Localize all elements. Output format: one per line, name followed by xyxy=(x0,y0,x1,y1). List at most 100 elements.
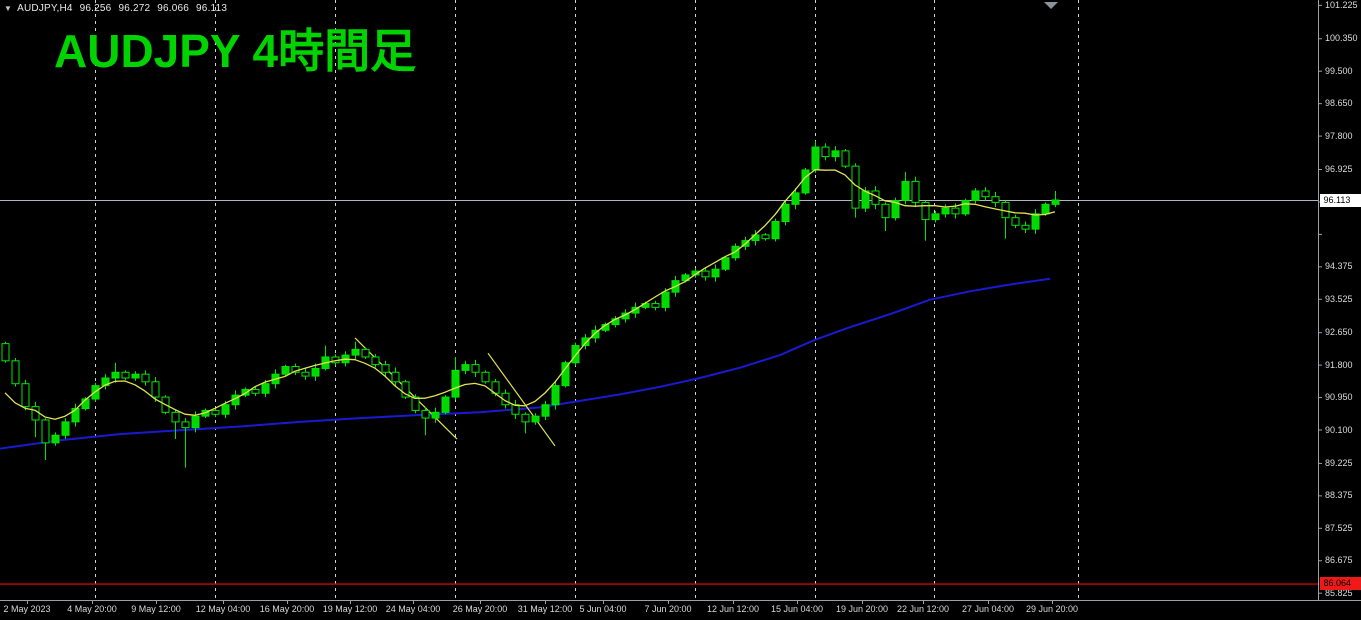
price-axis-label: 93.525 xyxy=(1325,293,1353,304)
symbol-period-label: AUDJPY,H4 xyxy=(17,3,73,14)
high-value: 96.272 xyxy=(118,3,151,14)
time-axis-label: 2 May 2023 xyxy=(3,604,51,614)
candle-body xyxy=(761,234,770,240)
candle-body xyxy=(211,409,220,415)
time-axis-label: 9 May 12:00 xyxy=(131,604,181,614)
candle-body xyxy=(771,220,780,240)
open-value: 96.256 xyxy=(79,3,112,14)
candle-body xyxy=(261,383,270,394)
candle-body xyxy=(661,291,670,308)
time-axis-label: 22 Jun 12:00 xyxy=(896,604,950,614)
price-axis-label: 100.350 xyxy=(1325,33,1358,44)
candle-body xyxy=(931,213,940,221)
candle-body xyxy=(71,408,80,423)
candle-body xyxy=(191,415,200,429)
candle-body xyxy=(861,190,870,209)
candle-body xyxy=(281,366,290,375)
symbol-dropdown-icon[interactable]: ▼ xyxy=(4,4,13,13)
candle-body xyxy=(711,268,720,278)
candle-body xyxy=(241,388,250,396)
time-axis-label: 31 May 12:00 xyxy=(517,604,573,614)
time-axis-label: 29 Jun 20:00 xyxy=(1025,604,1079,614)
slow-ma-line xyxy=(0,277,1051,450)
price-axis-label: 91.800 xyxy=(1325,359,1353,370)
candle-body xyxy=(41,419,50,444)
candle-body xyxy=(361,348,370,358)
candle-body xyxy=(811,146,820,171)
candle-body xyxy=(541,404,550,417)
time-axis-label: 26 May 20:00 xyxy=(452,604,508,614)
time-axis-label: 27 Jun 04:00 xyxy=(961,604,1015,614)
price-axis-label: 90.950 xyxy=(1325,392,1353,403)
time-axis-label: 4 May 20:00 xyxy=(67,604,117,614)
chart-shift-marker-icon[interactable] xyxy=(1044,2,1058,9)
candle-body xyxy=(421,409,430,419)
candle-body xyxy=(251,388,260,394)
candle-body xyxy=(21,383,30,408)
price-axis-label: 101.225 xyxy=(1325,0,1358,10)
time-axis-label: 5 Jun 04:00 xyxy=(579,604,627,614)
candle-body xyxy=(441,396,450,413)
price-axis-label: 96.925 xyxy=(1325,164,1353,174)
price-axis-label: 88.375 xyxy=(1325,490,1353,501)
candle-body xyxy=(511,404,520,415)
candle-body xyxy=(171,411,180,423)
alert-price-tag: 86.064 xyxy=(1319,577,1361,591)
price-axis-label: 89.225 xyxy=(1325,457,1353,468)
time-axis-label: 12 Jun 12:00 xyxy=(706,604,760,614)
candle-body xyxy=(121,371,130,379)
time-axis-label: 12 May 04:00 xyxy=(195,604,251,614)
candle-body xyxy=(841,150,850,167)
candle-body xyxy=(371,356,380,366)
price-axis-label: 98.650 xyxy=(1325,98,1353,109)
candle-body xyxy=(141,373,150,383)
candle-body xyxy=(351,348,360,356)
price-axis[interactable]: 101.225 100.350 99.500 98.650 97.800 96.925 94… xyxy=(1318,0,1361,600)
low-value: 96.066 xyxy=(157,3,190,14)
price-axis-label: 92.650 xyxy=(1325,327,1353,338)
candle-body xyxy=(891,199,900,219)
candle-body xyxy=(1011,217,1020,226)
candle-body xyxy=(151,381,160,398)
candle-body xyxy=(951,207,960,215)
candle-body xyxy=(911,180,920,203)
candle-body xyxy=(651,303,660,308)
candle-body xyxy=(11,360,20,385)
candle-body xyxy=(971,190,980,201)
price-axis-label: 97.800 xyxy=(1325,130,1353,141)
candle-body xyxy=(451,369,460,398)
candle-body xyxy=(411,396,420,411)
candle-body xyxy=(61,421,70,436)
candle-body xyxy=(391,371,400,383)
candle-body xyxy=(701,270,710,278)
trendline-object[interactable] xyxy=(487,352,556,447)
time-axis-label: 19 May 12:00 xyxy=(322,604,378,614)
current-price-tag: 96.113 xyxy=(1319,193,1361,207)
candle-body xyxy=(381,364,390,373)
time-axis[interactable]: 2 May 2023 4 May 20:00 9 May 12:00 12 May 0… xyxy=(0,601,1361,620)
candle-body xyxy=(561,362,570,387)
candle-body xyxy=(481,371,490,383)
candle-body xyxy=(901,180,910,201)
candle-body xyxy=(431,411,440,419)
candle-body xyxy=(131,373,140,379)
candle-body xyxy=(591,329,600,339)
candle-body xyxy=(551,385,560,406)
candle-body xyxy=(921,201,930,221)
candle-body xyxy=(1041,203,1050,215)
candle-body xyxy=(181,421,190,429)
candle-body xyxy=(221,404,230,415)
time-axis-label: 24 May 04:00 xyxy=(385,604,441,614)
candle-body xyxy=(941,207,950,215)
candle-body xyxy=(821,146,830,158)
chart-title-text-object[interactable]: AUDJPY 4時間足 xyxy=(54,25,417,77)
time-axis-label: 7 Jun 20:00 xyxy=(644,604,692,614)
candle-body xyxy=(1021,224,1030,230)
price-axis-label: 86.675 xyxy=(1325,555,1353,566)
candle-body xyxy=(111,371,120,379)
candle-body xyxy=(531,415,540,423)
ohlc-header: ▼ AUDJPY,H4 96.256 96.272 96.066 96.113 xyxy=(4,3,227,14)
candle-body xyxy=(961,199,970,215)
